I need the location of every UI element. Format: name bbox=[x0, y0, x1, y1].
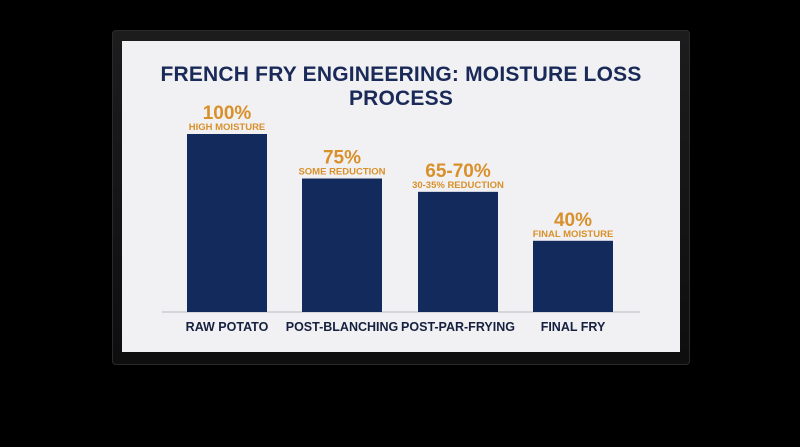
category-label-3: POST-PAR-FRYING bbox=[401, 320, 515, 334]
category-label-4: FINAL FRY bbox=[541, 320, 606, 334]
bar-value-label-1: 100% bbox=[203, 103, 252, 124]
chart-screen: FRENCH FRY ENGINEERING: MOISTURE LOSS PR… bbox=[122, 41, 680, 352]
category-label-2: POST-BLANCHING bbox=[286, 320, 399, 334]
bar-annotation-3: 30-35% REDUCTION bbox=[412, 180, 504, 191]
bar-3 bbox=[418, 191, 498, 312]
bar-annotation-2: SOME REDUCTION bbox=[298, 167, 385, 178]
bar-annotation-1: HIGH MOISTURE bbox=[189, 122, 266, 133]
category-label-1: RAW POTATO bbox=[186, 320, 269, 334]
bar-1 bbox=[187, 134, 267, 312]
bar-4 bbox=[533, 240, 613, 312]
chart-title: FRENCH FRY ENGINEERING: MOISTURE LOSS PR… bbox=[160, 63, 642, 110]
bar-value-label-2: 75% bbox=[323, 148, 361, 169]
bar-annotation-4: FINAL MOISTURE bbox=[533, 229, 614, 240]
bar-2 bbox=[302, 178, 382, 312]
bar-value-label-4: 40% bbox=[554, 210, 592, 231]
bar-value-label-3: 65-70% bbox=[425, 161, 491, 182]
